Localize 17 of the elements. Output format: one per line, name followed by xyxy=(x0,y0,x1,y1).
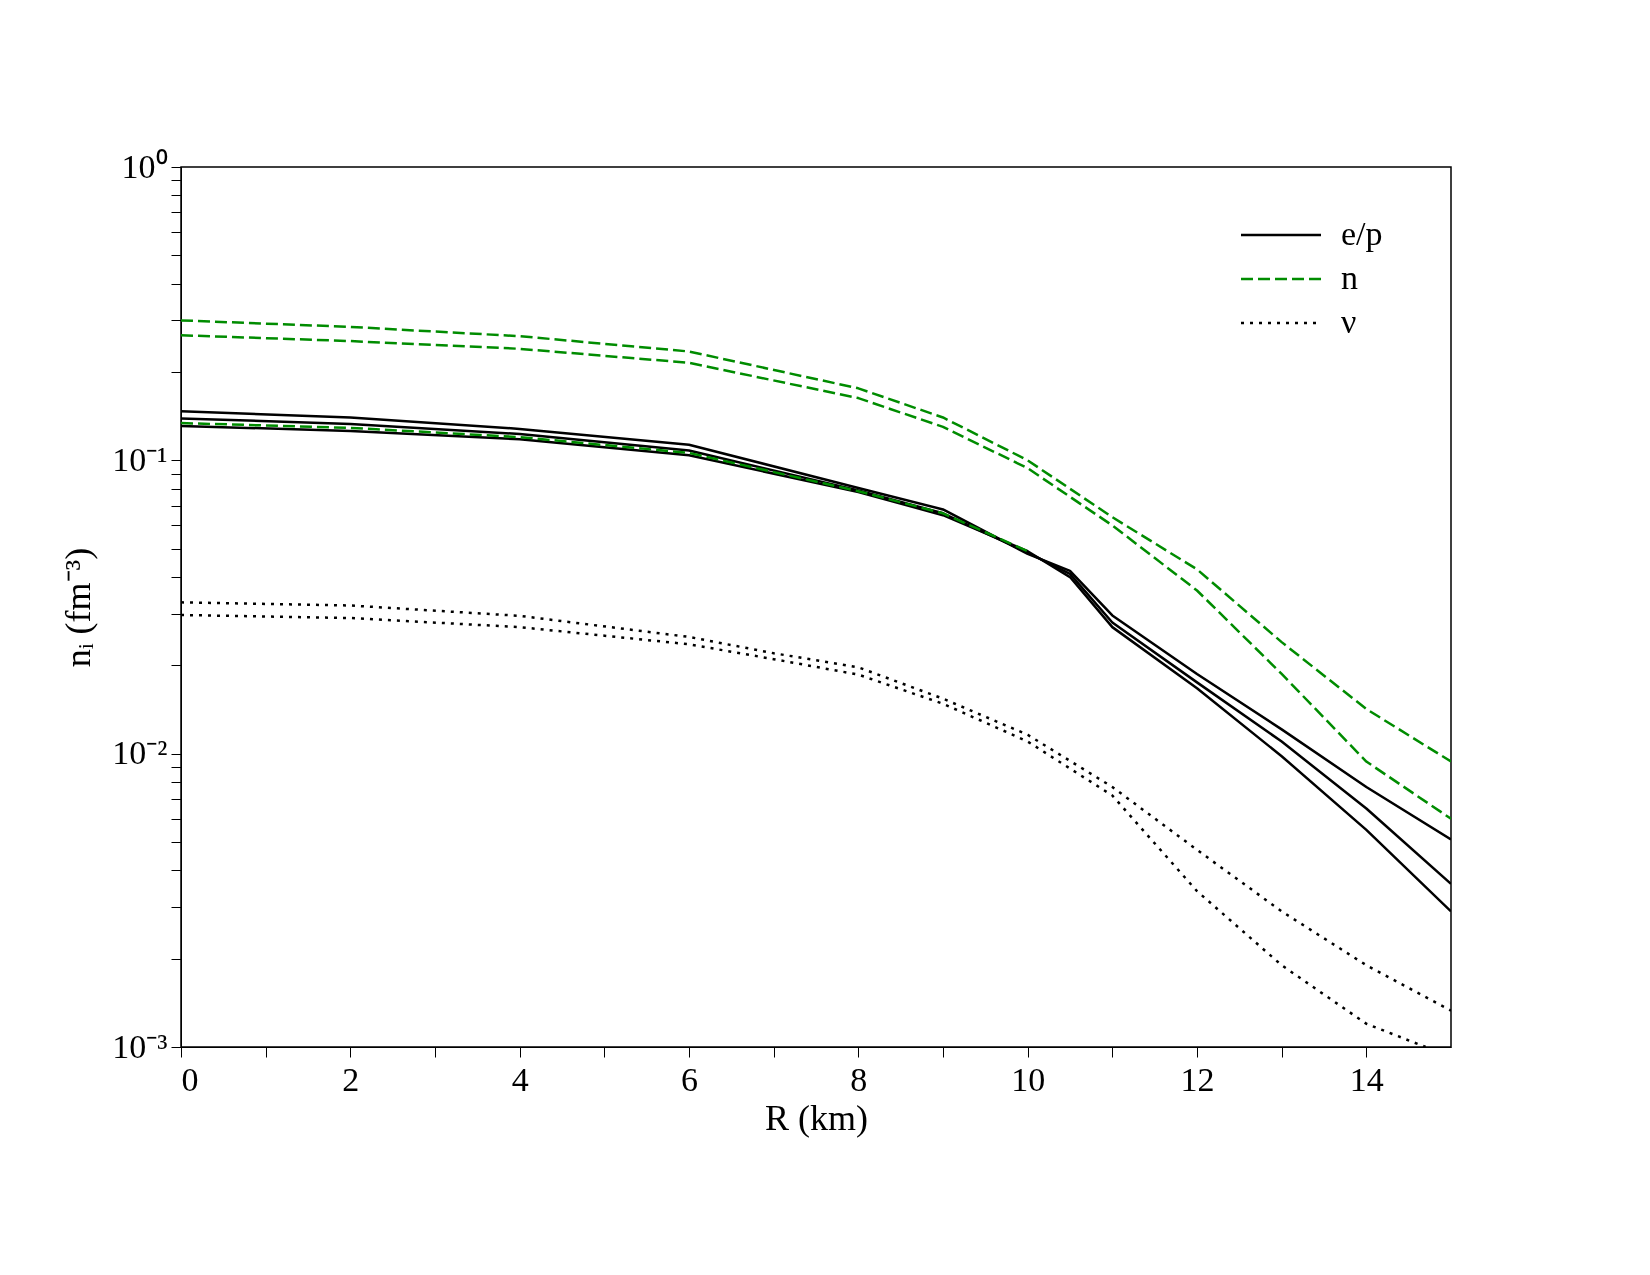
x-tick-label: 12 xyxy=(1180,1060,1215,1098)
y-tick-label: 10⁰ xyxy=(121,147,168,185)
legend-label: e/p xyxy=(1341,215,1383,252)
y-axis-title: nᵢ (fm⁻³) xyxy=(58,547,99,668)
x-tick-label: 4 xyxy=(511,1060,529,1098)
y-tick-label: 10⁻³ xyxy=(112,1027,168,1065)
x-tick-label: 8 xyxy=(850,1060,868,1098)
x-tick-label: 6 xyxy=(681,1060,698,1098)
x-axis-title: R (km) xyxy=(765,1097,868,1138)
legend-label: n xyxy=(1341,259,1358,296)
y-tick-label: 10⁻² xyxy=(112,734,168,772)
legend-label: ν xyxy=(1341,303,1357,340)
x-tick-label: 2 xyxy=(342,1060,360,1098)
x-tick-label: 14 xyxy=(1349,1060,1384,1098)
y-tick-label: 10⁻¹ xyxy=(112,440,168,478)
x-tick-label: 0 xyxy=(181,1060,199,1098)
x-tick-label: 10 xyxy=(1011,1060,1046,1098)
